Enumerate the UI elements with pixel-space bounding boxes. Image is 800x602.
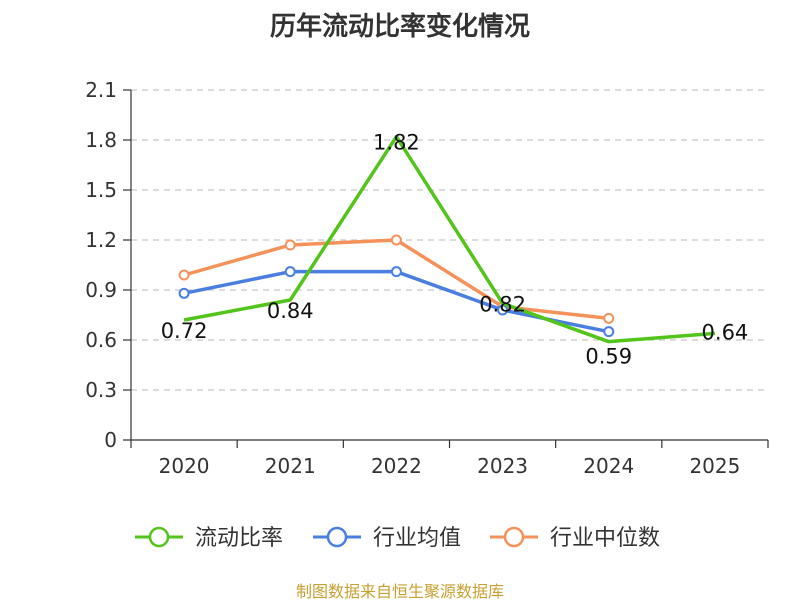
chart-title: 历年流动比率变化情况	[269, 12, 530, 42]
data-label: 0.72	[161, 319, 208, 343]
series-point-1	[284, 266, 296, 278]
tick-labels: 0 0.3 0.6 0.9 1.2 1.5 1.8 2.1 2020 2021 2022 2023 20…	[85, 78, 740, 478]
legend-marker	[503, 526, 525, 548]
series-line-0	[183, 134, 716, 344]
y-tick-label: 1.2	[85, 228, 117, 252]
series-lines	[178, 134, 716, 344]
legend-label: 行业均值	[373, 526, 461, 551]
x-tick-label: 2022	[371, 454, 422, 478]
series-point-2	[390, 234, 402, 246]
axes	[123, 89, 769, 448]
y-tick-label: 1.5	[85, 178, 117, 202]
source-note: 制图数据来自恒生聚源数据库	[295, 582, 504, 601]
x-tick-label: 2025	[689, 454, 740, 478]
series-point-1	[497, 304, 509, 316]
data-label: 0.82	[479, 292, 526, 316]
x-tick-label: 2020	[159, 454, 210, 478]
series-point-1	[178, 287, 190, 299]
y-tick-label: 0	[104, 428, 117, 452]
x-tick-label: 2023	[477, 454, 528, 478]
data-label: 0.84	[267, 299, 314, 323]
series-line-1	[183, 269, 610, 334]
y-tick-label: 2.1	[85, 78, 117, 102]
legend-marker	[148, 526, 170, 548]
data-label: 0.59	[585, 345, 632, 369]
legend: 流动比率 行业均值 行业中位数	[135, 526, 660, 551]
legend-label: 流动比率	[195, 526, 283, 551]
y-tick-label: 0.3	[85, 378, 117, 402]
legend-label: 行业中位数	[550, 526, 660, 551]
y-tick-label: 1.8	[85, 128, 117, 152]
series-point-1	[390, 266, 402, 278]
x-tick-label: 2021	[265, 454, 316, 478]
series-point-2	[178, 269, 190, 281]
x-tick-label: 2024	[583, 454, 634, 478]
grid-lines	[131, 89, 768, 391]
series-point-1	[603, 326, 615, 338]
data-label: 1.82	[373, 131, 420, 155]
y-tick-label: 0.6	[85, 328, 117, 352]
data-labels: 0.72 0.84 1.82 0.82 0.59 0.64	[161, 131, 749, 369]
series-point-2	[284, 239, 296, 251]
series-point-2	[603, 312, 615, 324]
data-label: 0.64	[702, 320, 749, 344]
y-tick-label: 0.9	[85, 278, 117, 302]
legend-marker	[326, 526, 348, 548]
